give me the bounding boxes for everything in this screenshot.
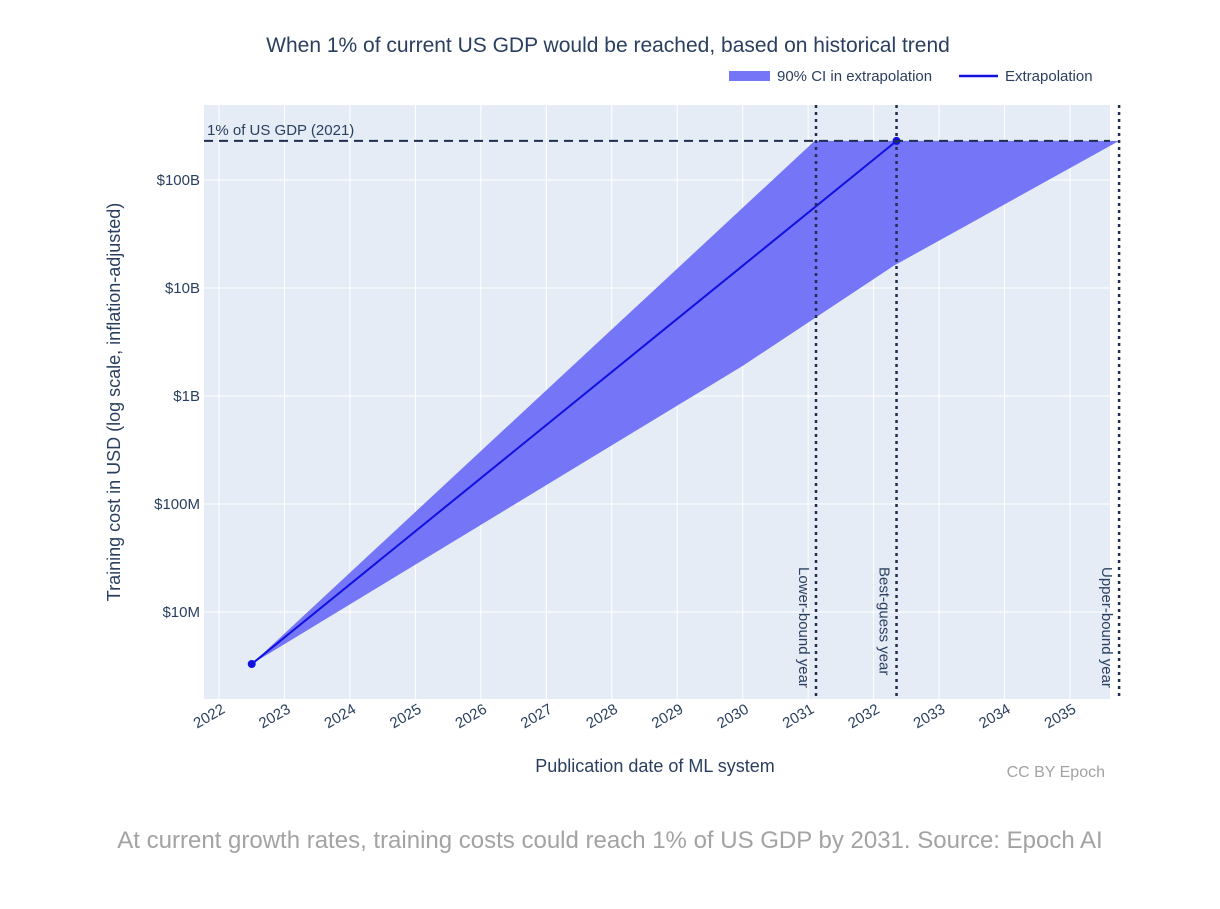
credit-annotation: CC BY Epoch (1007, 764, 1105, 781)
start-point (247, 660, 256, 669)
legend: 90% CI in extrapolation Extrapolation (729, 68, 1093, 85)
x-tick-label: 2030 (714, 701, 751, 732)
x-tick-label: 2025 (387, 701, 424, 732)
x-tick-label: 2033 (911, 701, 948, 732)
x-tick-label: 2027 (518, 701, 555, 732)
chart-marks (247, 136, 1120, 669)
year-reference-label: Upper-bound year (1098, 567, 1115, 688)
x-tick-label: 2028 (583, 701, 620, 732)
y-tick-label: $100M (154, 496, 200, 513)
x-tick-label: 2024 (322, 701, 359, 732)
year-reference-label: Lower-bound year (795, 567, 812, 688)
legend-swatch-ci (729, 71, 770, 81)
extrapolation-line (251, 140, 898, 665)
legend-label-extrapolation: Extrapolation (1005, 68, 1093, 85)
chart: When 1% of current US GDP would be reach… (104, 34, 1121, 781)
x-tick-label: 2035 (1042, 701, 1079, 732)
gdp-reference-label: 1% of US GDP (2021) (207, 122, 354, 139)
year-reference-label: Best-guess year (876, 567, 893, 675)
x-tick-label: 2032 (845, 701, 882, 732)
x-tick-label: 2022 (191, 701, 228, 732)
y-tick-label: $1B (173, 388, 200, 405)
legend-label-ci: 90% CI in extrapolation (777, 68, 932, 85)
y-tick-label: $100B (157, 172, 200, 189)
x-tick-label: 2029 (649, 701, 686, 732)
x-tick-label: 2026 (452, 701, 489, 732)
x-tick-label: 2031 (780, 701, 817, 732)
x-tick-label: 2023 (256, 701, 293, 732)
reference-lines: 1% of US GDP (2021) Lower-bound year Best-… (204, 105, 1121, 699)
chart-title: When 1% of current US GDP would be reach… (266, 34, 950, 57)
y-tick-label: $10B (165, 280, 200, 297)
x-tick-label: 2034 (976, 701, 1013, 732)
y-axis-label: Training cost in USD (log scale, inflati… (104, 203, 124, 602)
y-tick-label: $10M (162, 604, 200, 621)
figure-caption: At current growth rates, training costs … (117, 827, 1103, 854)
x-axis-label: Publication date of ML system (535, 756, 774, 776)
